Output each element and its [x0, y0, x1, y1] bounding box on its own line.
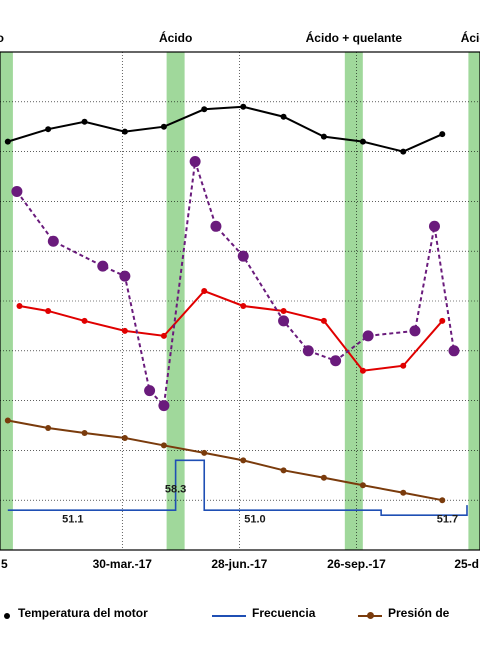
legend-swatch-frecuencia — [212, 615, 246, 617]
series-point-2-5 — [201, 449, 208, 456]
series-line-0 — [7, 105, 443, 153]
series-point-3-6 — [240, 302, 247, 309]
x-tick-label-partial-left: 5 — [1, 557, 8, 571]
series-point-3-2 — [81, 317, 88, 324]
series-point-4-0 — [11, 185, 23, 197]
series-point-2-0 — [4, 417, 11, 424]
legend: Temperatura del motor Frecuencia Presión… — [0, 600, 480, 630]
x-tick-label-partial-right: 25-d — [454, 557, 479, 571]
series-line-2 — [7, 419, 443, 502]
series-line-1 — [7, 459, 468, 516]
treatment-band-2 — [344, 52, 363, 550]
series-point-2-10 — [400, 489, 407, 496]
series-point-4-15 — [448, 345, 460, 357]
series-point-2-1 — [45, 424, 52, 431]
x-tick-label: 26-sep.-17 — [327, 557, 386, 571]
series-point-4-8 — [237, 250, 249, 262]
series-point-4-12 — [362, 330, 374, 342]
frequency-labels: 51.1 58.3 51.0 51.7 — [62, 484, 458, 526]
series-point-0-9 — [359, 138, 366, 145]
series-point-4-11 — [330, 355, 342, 367]
series-point-0-4 — [160, 123, 167, 130]
series-point-3-5 — [201, 288, 208, 295]
series-point-4-4 — [144, 385, 156, 397]
series-point-4-2 — [97, 260, 109, 272]
series-point-0-6 — [240, 103, 247, 110]
x-tick-label: 30-mar.-17 — [93, 557, 153, 571]
series-point-4-10 — [302, 345, 314, 357]
series-point-0-2 — [81, 118, 88, 125]
series-point-0-3 — [121, 128, 128, 135]
series-point-4-13 — [409, 325, 421, 337]
treatment-label-2: Ácido + quelante — [306, 30, 403, 45]
treatment-label-0: o — [0, 31, 4, 45]
series-point-4-3 — [119, 270, 131, 282]
series-point-2-6 — [240, 457, 247, 464]
legend-label-presion: Presión de — [388, 606, 450, 620]
series-point-3-10 — [400, 362, 407, 369]
x-tick-label: 28-jun.-17 — [211, 557, 267, 571]
chart-svg: o Ácido Ácido + quelante Ácido 51.1 58.3 51.0… — [0, 30, 480, 571]
series-point-3-1 — [45, 307, 52, 314]
series-layer — [4, 103, 468, 516]
frequency-label-1: 58.3 — [165, 484, 186, 496]
x-tick-labels: 30-mar.-17 28-jun.-17 26-sep.-17 5 25-d — [1, 557, 479, 571]
series-point-4-1 — [47, 235, 59, 247]
series-point-0-0 — [4, 138, 11, 145]
series-point-4-9 — [278, 315, 290, 327]
frequency-label-0: 51.1 — [62, 514, 83, 526]
series-point-2-11 — [439, 497, 446, 504]
legend-label-temperatura: Temperatura del motor — [18, 606, 148, 620]
treatment-label-3: Ácido — [461, 30, 480, 45]
legend-swatch-presion-dot — [367, 612, 374, 619]
treatment-annotations: o Ácido Ácido + quelante Ácido — [0, 30, 480, 45]
series-point-3-0 — [16, 302, 23, 309]
series-point-3-11 — [439, 317, 446, 324]
treatment-band-1 — [166, 52, 185, 550]
series-point-2-2 — [81, 429, 88, 436]
series-point-0-5 — [201, 106, 208, 113]
series-point-4-5 — [158, 400, 170, 412]
plot-area-border — [0, 51, 480, 551]
series-point-2-4 — [160, 442, 167, 449]
series-point-0-1 — [45, 126, 52, 133]
series-point-2-9 — [359, 482, 366, 489]
legend-label-frecuencia: Frecuencia — [252, 606, 316, 620]
series-point-0-11 — [439, 131, 446, 138]
series-line-4 — [16, 161, 455, 408]
series-point-2-3 — [121, 434, 128, 441]
gridlines — [0, 52, 480, 550]
series-point-0-7 — [280, 113, 287, 120]
series-point-4-6 — [189, 156, 201, 168]
series-point-4-7 — [210, 220, 222, 232]
series-point-3-8 — [320, 317, 327, 324]
series-point-0-8 — [320, 133, 327, 140]
series-point-4-14 — [428, 220, 440, 232]
series-point-0-10 — [400, 148, 407, 155]
series-point-3-9 — [359, 367, 366, 374]
series-point-3-7 — [280, 307, 287, 314]
series-line-3 — [19, 289, 444, 372]
series-point-3-3 — [121, 327, 128, 334]
frequency-label-2: 51.0 — [244, 514, 265, 526]
treatment-label-1: Ácido — [159, 30, 192, 45]
series-point-3-4 — [160, 332, 167, 339]
frequency-label-3: 51.7 — [437, 514, 458, 526]
series-point-2-7 — [280, 467, 287, 474]
legend-swatch-temperatura — [4, 613, 10, 619]
series-point-2-8 — [320, 474, 327, 481]
